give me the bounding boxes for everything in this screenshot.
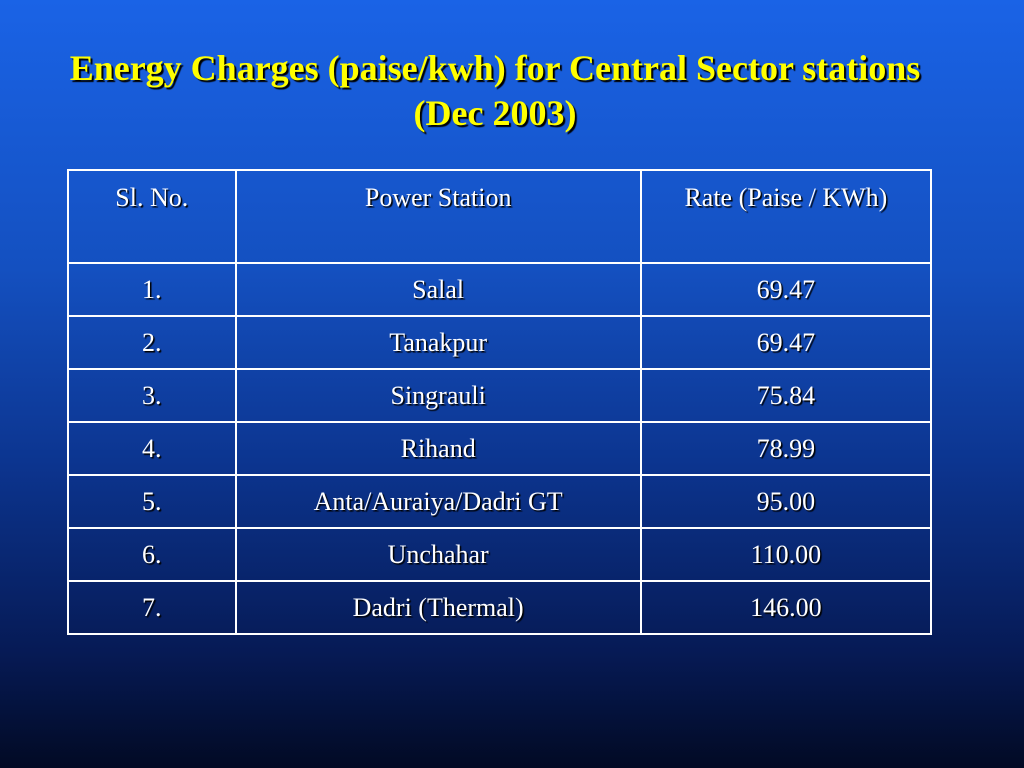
header-rate: Rate (Paise / KWh) xyxy=(639,169,933,264)
cell-sl-no: 1. xyxy=(67,262,237,317)
table-row: 3. Singrauli 75.84 xyxy=(67,368,933,423)
slide-title: Energy Charges (paise/kwh) for Central S… xyxy=(69,48,921,133)
cell-rate: 78.99 xyxy=(639,421,933,476)
table-row: 2. Tanakpur 69.47 xyxy=(67,315,933,370)
header-sl-no: Sl. No. xyxy=(67,169,237,264)
cell-rate: 146.00 xyxy=(639,580,933,635)
cell-power-station: Unchahar xyxy=(234,527,642,582)
cell-power-station: Salal xyxy=(234,262,642,317)
table-row: 5. Anta/Auraiya/Dadri GT 95.00 xyxy=(67,474,933,529)
cell-power-station: Dadri (Thermal) xyxy=(234,580,642,635)
cell-power-station: Rihand xyxy=(234,421,642,476)
cell-power-station: Anta/Auraiya/Dadri GT xyxy=(234,474,642,529)
cell-rate: 95.00 xyxy=(639,474,933,529)
cell-sl-no: 6. xyxy=(67,527,237,582)
table-row: 6. Unchahar 110.00 xyxy=(67,527,933,582)
table-header-row: Sl. No. Power Station Rate (Paise / KWh) xyxy=(67,169,933,264)
cell-rate: 75.84 xyxy=(639,368,933,423)
cell-rate: 69.47 xyxy=(639,315,933,370)
table-row: 4. Rihand 78.99 xyxy=(67,421,933,476)
cell-sl-no: 2. xyxy=(67,315,237,370)
cell-power-station: Singrauli xyxy=(234,368,642,423)
cell-rate: 110.00 xyxy=(639,527,933,582)
table-row: 1. Salal 69.47 xyxy=(67,262,933,317)
cell-rate: 69.47 xyxy=(639,262,933,317)
table-row: 7. Dadri (Thermal) 146.00 xyxy=(67,580,933,635)
cell-sl-no: 4. xyxy=(67,421,237,476)
cell-sl-no: 5. xyxy=(67,474,237,529)
energy-charges-table: Sl. No. Power Station Rate (Paise / KWh)… xyxy=(67,169,933,635)
cell-sl-no: 7. xyxy=(67,580,237,635)
cell-sl-no: 3. xyxy=(67,368,237,423)
cell-power-station: Tanakpur xyxy=(234,315,642,370)
header-power-station: Power Station xyxy=(234,169,642,264)
